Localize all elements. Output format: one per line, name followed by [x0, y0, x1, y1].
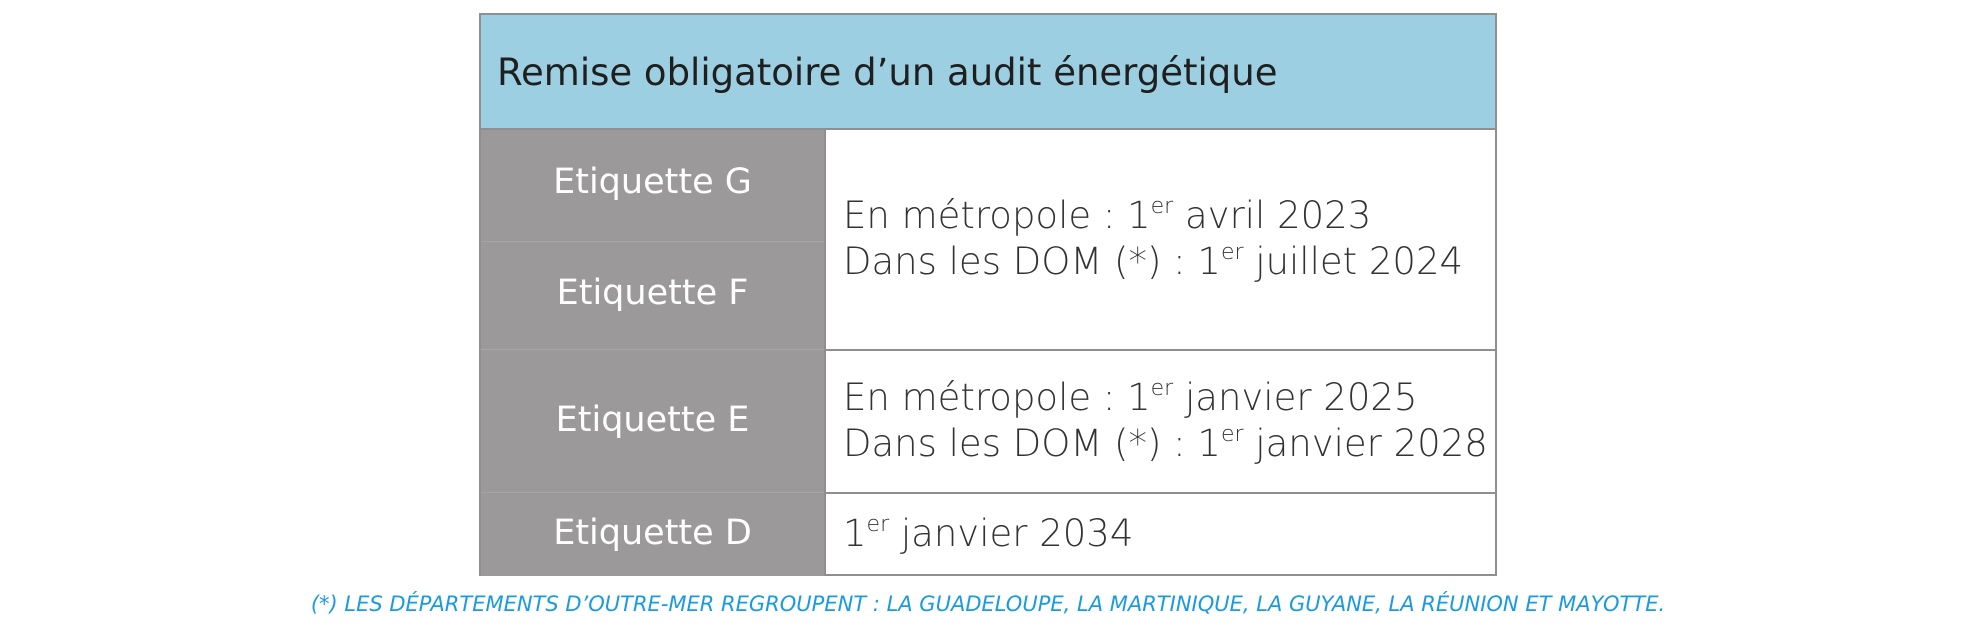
gf-dom-suffix: juillet 2024 — [1243, 240, 1464, 283]
e-metropole-date: En métropole : 1er janvier 2025 — [843, 375, 1488, 421]
gf-metropole-date: En métropole : 1er avril 2023 — [843, 193, 1463, 239]
audit-table: Remise obligatoire d’un audit énergétiqu… — [479, 13, 1497, 576]
gf-dom-prefix: Dans les DOM (*) : 1 — [843, 240, 1221, 283]
label-divider — [481, 241, 824, 242]
label-etiquette-e: Etiquette E — [555, 400, 750, 440]
table-title: Remise obligatoire d’un audit énergétiqu… — [497, 51, 1278, 94]
d-date-prefix: 1 — [843, 512, 867, 555]
d-date: 1er janvier 2034 — [843, 511, 1133, 557]
d-date-sup: er — [866, 512, 890, 537]
d-date-cell: 1er janvier 2034 — [843, 511, 1133, 557]
e-dom-sup: er — [1220, 422, 1244, 447]
gf-metropole-prefix: En métropole : 1 — [843, 194, 1151, 237]
row-divider — [826, 492, 1497, 494]
e-dom-date: Dans les DOM (*) : 1er janvier 2028 — [843, 421, 1488, 467]
gf-date-cell: En métropole : 1er avril 2023 Dans les D… — [843, 193, 1463, 285]
e-dom-prefix: Dans les DOM (*) : 1 — [843, 422, 1221, 465]
label-etiquette-f: Etiquette F — [556, 273, 749, 313]
e-date-cell: En métropole : 1er janvier 2025 Dans les… — [843, 375, 1488, 467]
d-date-suffix: janvier 2034 — [889, 512, 1134, 555]
gf-dom-date: Dans les DOM (*) : 1er juillet 2024 — [843, 239, 1463, 285]
gf-metropole-sup: er — [1150, 194, 1174, 219]
table-header: Remise obligatoire d’un audit énergétiqu… — [481, 15, 1495, 130]
e-metropole-suffix: janvier 2025 — [1173, 376, 1418, 419]
e-metropole-prefix: En métropole : 1 — [843, 376, 1151, 419]
label-divider — [481, 492, 824, 493]
gf-dom-sup: er — [1220, 240, 1244, 265]
label-divider — [481, 349, 824, 350]
label-column: Etiquette G Etiquette F Etiquette E Etiq… — [481, 130, 826, 576]
label-etiquette-g: Etiquette G — [553, 162, 752, 202]
e-metropole-sup: er — [1150, 376, 1174, 401]
label-etiquette-d: Etiquette D — [553, 513, 752, 553]
e-dom-suffix: janvier 2028 — [1243, 422, 1488, 465]
gf-metropole-suffix: avril 2023 — [1173, 194, 1372, 237]
row-divider — [826, 349, 1497, 351]
dom-footnote: (*) LES DÉPARTEMENTS D’OUTRE-MER REGROUP… — [310, 592, 1666, 616]
